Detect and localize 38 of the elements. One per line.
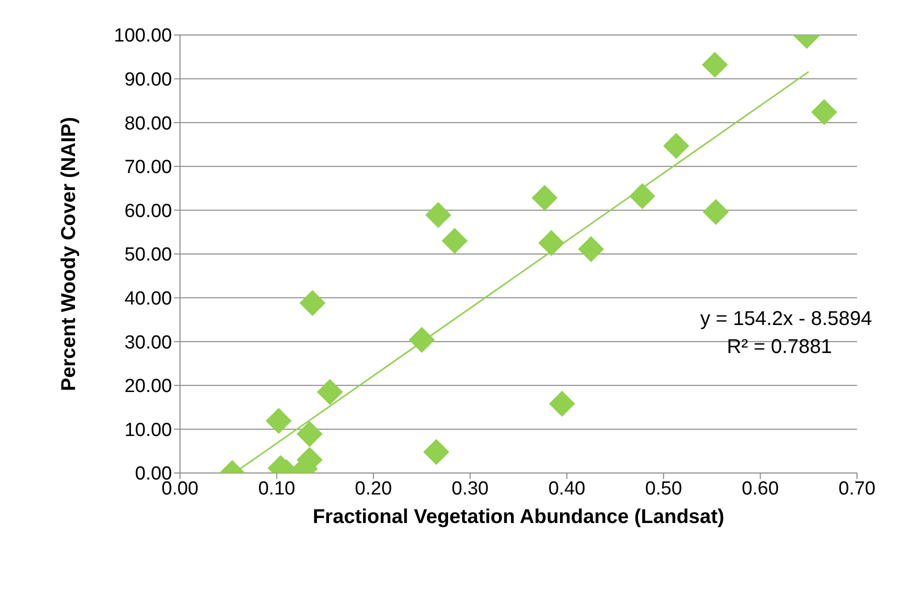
x-tick-label: 0.10: [258, 478, 296, 500]
point: [532, 184, 558, 211]
point: [811, 99, 838, 126]
x-axis-title: Fractional Vegetation Abundance (Landsat): [312, 506, 724, 528]
point: [538, 230, 564, 256]
x-tick-label: 0.20: [354, 478, 392, 500]
y-tick-label: 30.00: [124, 332, 172, 354]
point: [702, 198, 729, 225]
point: [300, 290, 326, 316]
y-tick-label: 10.00: [124, 420, 172, 441]
y-tick-label: 40.00: [124, 288, 172, 310]
point: [549, 390, 576, 417]
point: [408, 326, 435, 353]
annotation: R² = 0.7881: [726, 335, 833, 360]
point: [316, 378, 343, 405]
y-tick-label: 70.00: [124, 157, 172, 178]
x-tick-label: 0.30: [452, 478, 489, 500]
y-tick-label: 100.00: [114, 26, 172, 47]
y-tick-label: 90.00: [124, 70, 172, 91]
y-tick-label: 50.00: [124, 244, 172, 266]
y-tick-label: 80.00: [124, 113, 172, 134]
point: [296, 421, 323, 448]
point: [266, 408, 292, 434]
point: [663, 132, 690, 159]
point: [629, 183, 656, 210]
x-tick-label: 0.60: [742, 478, 779, 500]
y-tick-label: 60.00: [124, 200, 172, 222]
x-tick-label: 0.70: [838, 478, 876, 500]
point: [578, 236, 604, 262]
point: [442, 228, 468, 254]
annotation: y = 154.2x - 8.5894: [700, 307, 872, 332]
y-axis-title: Percent Woody Cover (NAIP): [58, 116, 80, 392]
point: [423, 438, 450, 465]
x-tick-label: 0.40: [548, 478, 586, 500]
point: [425, 202, 452, 228]
point: [702, 52, 728, 78]
x-tick-label: 0.50: [645, 478, 682, 500]
y-tick-label: 20.00: [124, 376, 172, 398]
